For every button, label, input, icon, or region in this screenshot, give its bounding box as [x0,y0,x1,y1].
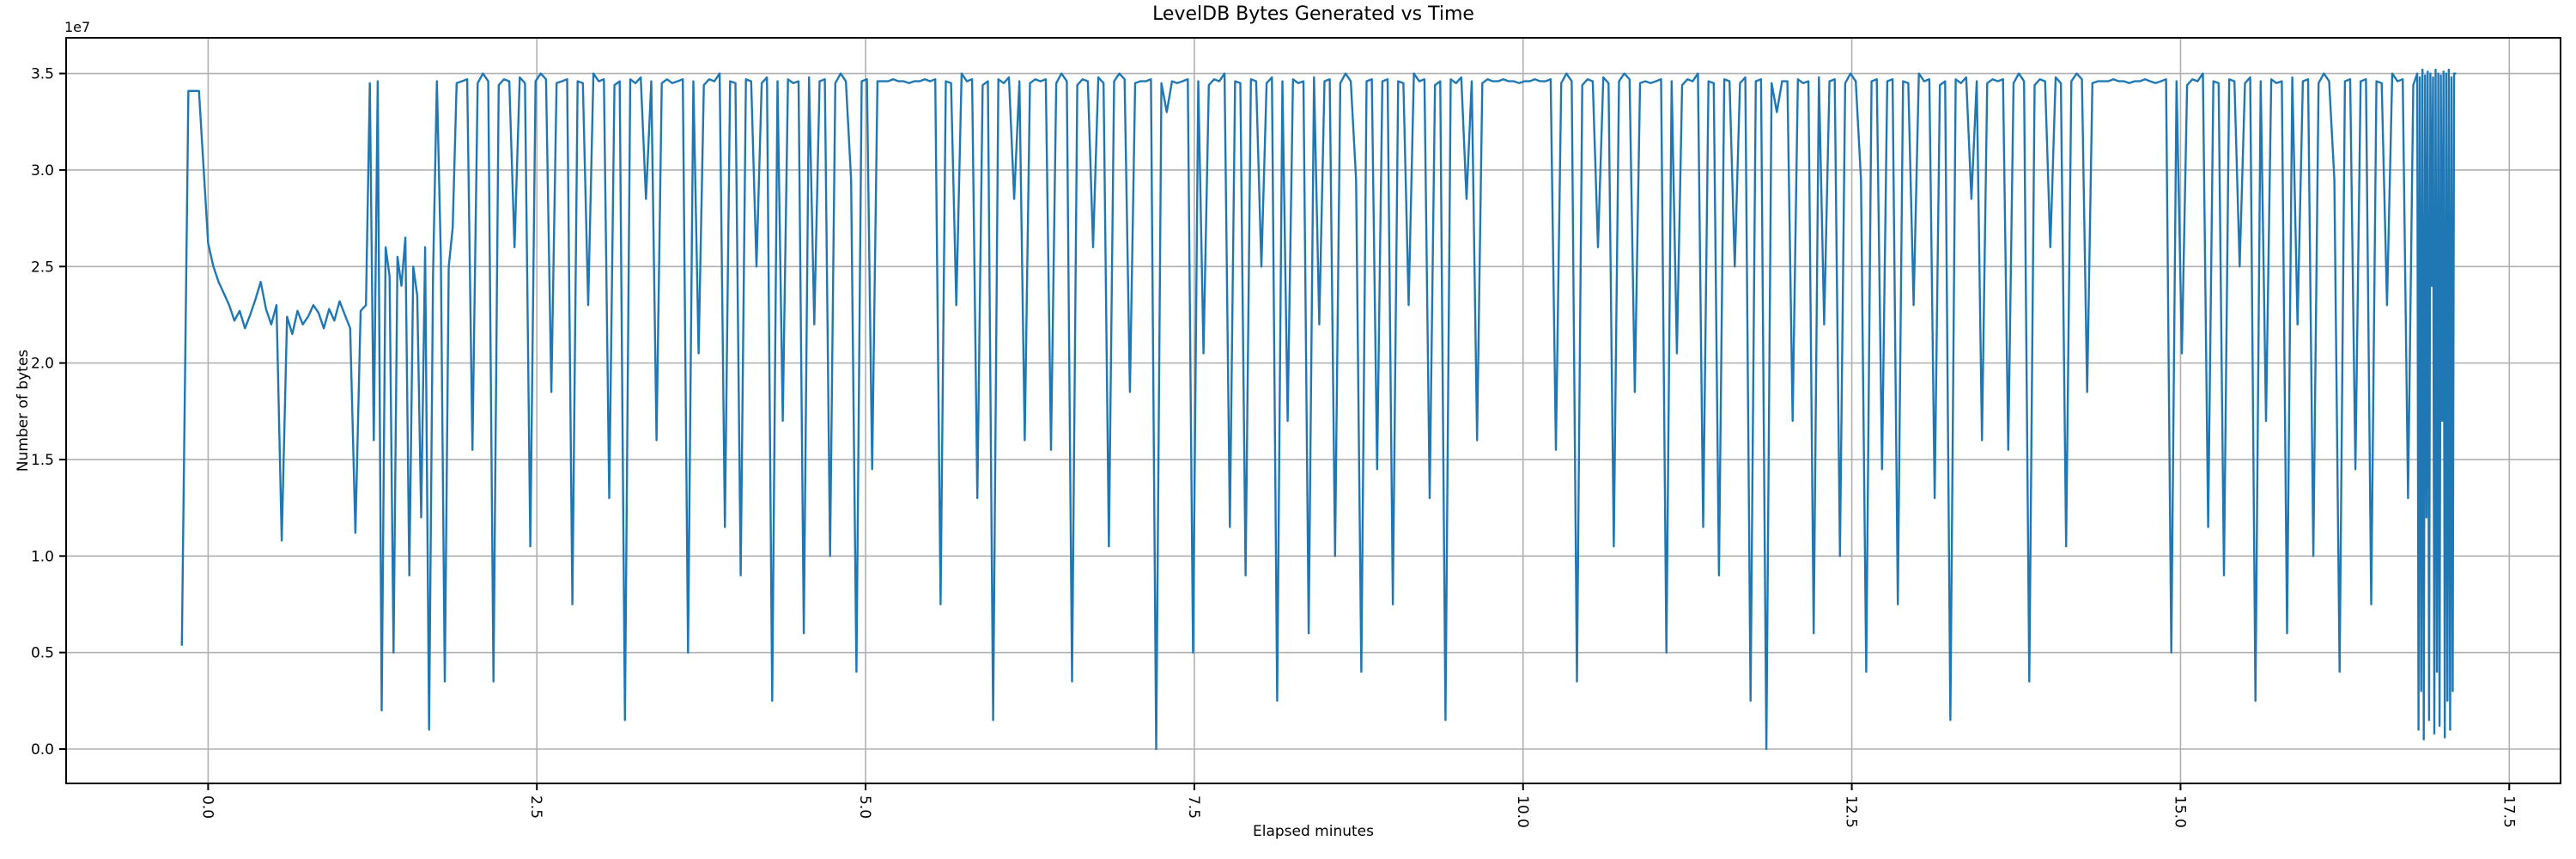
x-tick-label: 5.0 [856,795,873,819]
y-axis-offset-text: 1e7 [64,19,91,35]
chart-title: LevelDB Bytes Generated vs Time [1152,3,1474,25]
x-tick-label: 15.0 [2171,795,2188,828]
x-tick-label: 7.5 [1185,795,1202,819]
plot-border [65,37,2561,784]
y-tick-label: 3.5 [31,66,54,83]
series-line [180,68,2457,751]
y-tick-label: 3.0 [31,162,54,180]
x-axis-label: Elapsed minutes [1253,823,1374,840]
x-tick-label: 12.5 [1843,795,1860,828]
y-tick-label: 1.0 [31,548,54,565]
y-tick-label: 0.5 [31,645,54,662]
y-tick-label: 2.5 [31,259,54,276]
x-tick-label: 17.5 [2500,795,2517,828]
y-axis-label: Number of bytes [15,349,32,472]
y-tick-label: 1.5 [31,452,54,469]
y-tick-label: 2.0 [31,356,54,373]
x-tick-label: 10.0 [1514,795,1531,828]
x-tick-label: 0.0 [198,795,216,819]
y-tick-label: 0.0 [31,741,54,758]
x-tick-label: 2.5 [527,795,544,819]
